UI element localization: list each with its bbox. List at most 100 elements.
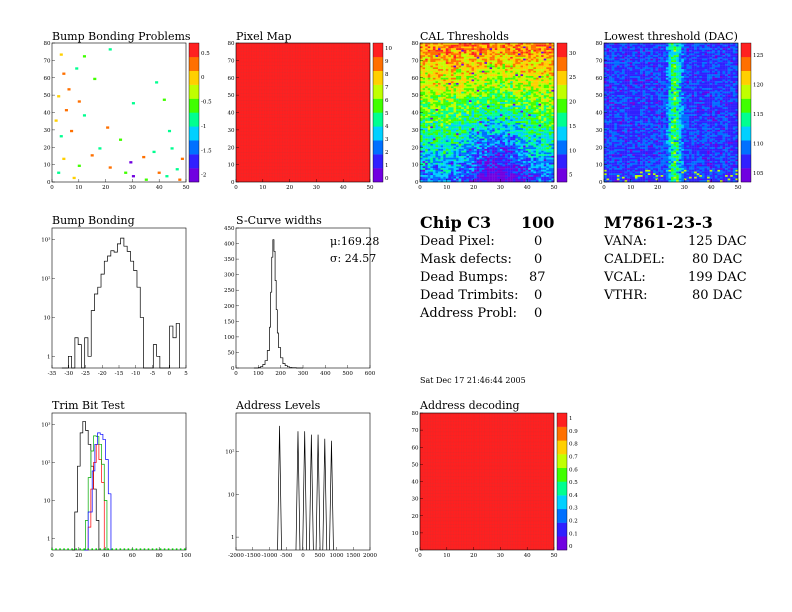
cal-thresholds-cell: [517, 152, 521, 155]
cal-thresholds-cell: [523, 103, 526, 106]
cal-thresholds-cell: [505, 131, 508, 134]
cal-thresholds-cell: [512, 180, 516, 183]
cal-thresholds-cell: [430, 119, 434, 122]
cal-thresholds-cell: [543, 148, 547, 151]
cal-thresholds-cell: [502, 152, 506, 155]
cal-thresholds-cell: [546, 142, 549, 144]
cal-thresholds-cell: [450, 140, 454, 143]
cal-thresholds-cell: [528, 138, 531, 141]
cal-thresholds-cell: [463, 49, 467, 52]
cal-thresholds-cell: [530, 124, 534, 127]
cal-thresholds-cell: [450, 46, 454, 49]
trim-bit-test-title: Trim Bit Test: [52, 399, 125, 412]
cal-thresholds-cell: [487, 96, 490, 99]
cal-thresholds-cell: [533, 164, 537, 167]
cal-thresholds-cell: [484, 114, 488, 117]
cal-thresholds-cell: [533, 176, 537, 179]
cal-thresholds-cell: [533, 49, 537, 52]
cal-thresholds-cell: [461, 56, 464, 59]
cal-thresholds-cell: [448, 69, 452, 71]
cal-thresholds-cell: [525, 171, 529, 174]
lowest-threshold-cell: [647, 46, 651, 49]
cal-thresholds-cell: [432, 63, 436, 66]
lowest-threshold-cell: [616, 44, 620, 47]
cal-thresholds-cell: [538, 142, 542, 144]
cal-thresholds-cell: [538, 155, 542, 158]
cal-thresholds-cell: [453, 53, 457, 56]
cal-thresholds-cell: [494, 103, 498, 106]
cal-thresholds-cell: [494, 176, 498, 179]
cal-thresholds-cell: [484, 89, 488, 92]
cal-thresholds-cell: [548, 112, 552, 115]
cal-thresholds-cell: [525, 148, 529, 151]
cal-thresholds-cell: [497, 112, 501, 115]
cal-thresholds-cell: [523, 82, 526, 85]
cal-thresholds-cell: [435, 55, 439, 58]
lowest-threshold-cell: [691, 43, 695, 45]
cal-thresholds-cell: [479, 43, 482, 45]
cal-thresholds-cell: [548, 84, 552, 87]
cal-thresholds-cell: [494, 53, 498, 56]
cal-thresholds-cell: [543, 140, 547, 143]
cal-thresholds-cell: [505, 173, 508, 176]
cal-thresholds-cell: [456, 175, 459, 177]
lowest-threshold-cell: [622, 58, 625, 61]
cal-thresholds-cell: [497, 88, 501, 91]
cal-thresholds-cell: [520, 171, 524, 174]
cal-thresholds-cell: [484, 171, 488, 174]
lowest-threshold-cell: [712, 48, 715, 51]
cal-thresholds-cell: [425, 124, 428, 127]
cal-thresholds-cell: [523, 93, 526, 96]
cal-thresholds-cell: [430, 175, 434, 177]
cal-thresholds-cell: [489, 102, 493, 104]
lowest-threshold-cell: [645, 44, 648, 47]
cal-thresholds-cell: [515, 102, 519, 104]
cal-thresholds-cell: [450, 154, 454, 157]
cal-thresholds-cell: [520, 122, 524, 125]
cal-thresholds-cell: [533, 72, 537, 75]
lowest-threshold-cell: [712, 51, 715, 54]
cal-thresholds-cell: [535, 115, 539, 118]
lowest-threshold-cell: [637, 43, 641, 45]
cal-thresholds-cell: [489, 117, 493, 120]
lowest-threshold-cell: [714, 58, 718, 61]
cal-thresholds-cell: [443, 129, 446, 132]
cal-thresholds-cell: [481, 161, 485, 164]
cal-thresholds-cell: [551, 55, 555, 58]
cal-thresholds-cell: [530, 86, 534, 89]
cal-thresholds-cell: [425, 126, 428, 129]
cal-thresholds-cell: [474, 129, 477, 132]
lowest-threshold-cell: [691, 58, 695, 61]
lowest-threshold-cell: [681, 51, 685, 54]
cal-thresholds-cell: [435, 145, 439, 148]
cal-thresholds-cell: [474, 96, 477, 99]
cal-thresholds-cell: [466, 150, 470, 153]
cal-thresholds-cell: [517, 173, 521, 176]
cal-thresholds-cell: [492, 140, 495, 143]
cal-thresholds-cell: [489, 69, 493, 71]
pixel-map-colorbar-label: 1: [385, 163, 389, 169]
cal-thresholds-cell: [533, 178, 537, 181]
cal-thresholds-cell: [517, 162, 521, 165]
cal-thresholds-cell: [505, 84, 508, 87]
lowest-threshold-cell: [727, 46, 731, 49]
cal-thresholds-cell: [497, 166, 501, 169]
lowest-threshold-cell: [650, 48, 654, 51]
cal-thresholds-cell: [468, 76, 472, 78]
cal-thresholds-cell: [443, 72, 446, 75]
cal-thresholds-cell: [502, 155, 506, 158]
cal-thresholds-cell: [466, 157, 470, 160]
cal-thresholds-cell: [515, 145, 519, 148]
cal-thresholds-cell: [445, 91, 449, 94]
lowest-threshold-cell: [673, 44, 677, 47]
cal-thresholds-cell: [541, 110, 544, 113]
cal-thresholds-cell: [507, 89, 511, 92]
cal-thresholds-cell: [520, 152, 524, 155]
cal-thresholds-cell: [420, 171, 423, 174]
cal-thresholds-cell: [435, 140, 439, 143]
cal-thresholds-cell: [507, 176, 511, 179]
cal-thresholds-cell: [466, 145, 470, 148]
cal-thresholds-cell: [507, 135, 511, 137]
cal-thresholds-cell: [520, 70, 524, 73]
